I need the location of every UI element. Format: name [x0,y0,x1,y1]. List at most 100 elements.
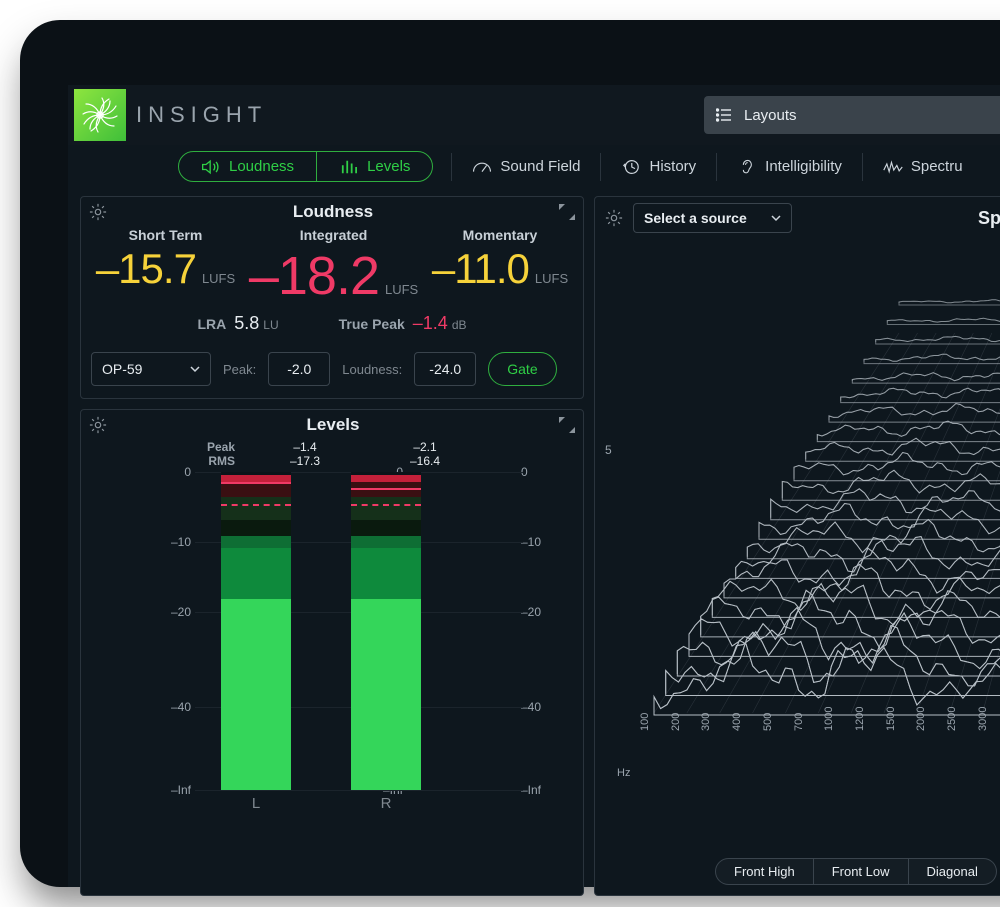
peak-input[interactable]: -2.0 [268,352,330,386]
view-diagonal[interactable]: Diagonal [909,858,997,885]
tab-history[interactable]: History [601,152,716,181]
peak-R: –2.1 [375,440,475,454]
unit: LUFS [535,271,568,286]
axis-tick: –20 [521,605,561,619]
meter-L [221,472,291,790]
preset-value: OP-59 [102,361,142,377]
short-term-label: Short Term [96,227,235,243]
layouts-dropdown[interactable]: Layouts [704,96,1000,134]
spectrogram-panel: Select a source Spectrogram 5 100 200 300 4… [594,196,1000,896]
axis-tick: –Inf [151,783,191,797]
y-marker: 5 [605,443,612,457]
truepeak-label: True Peak [339,316,405,332]
chevron-down-icon [190,366,200,373]
truepeak-value: –1.4 [413,313,448,333]
history-icon [621,159,641,175]
tab-label: Levels [367,158,410,175]
tab-label: Intelligibility [765,158,842,175]
tab-sound-field[interactable]: Sound Field [452,152,600,181]
preset-select[interactable]: OP-59 [91,352,211,386]
tab-label: Sound Field [500,158,580,175]
freq-tick: 3000 [977,707,989,731]
panel-title: Loudness [107,202,559,222]
gear-icon[interactable] [605,209,623,227]
app-window: INSIGHT Layouts Loudness Levels [68,85,1000,887]
panel-title: Spectrogram [978,208,1000,229]
freq-tick: 200 [670,713,682,731]
unit: LUFS [385,282,418,297]
tab-label: Loudness [229,158,294,175]
freq-tick: 2500 [946,707,958,731]
freq-tick: 2000 [915,707,927,731]
tab-intelligibility[interactable]: Intelligibility [717,152,862,181]
source-select[interactable]: Select a source [633,203,792,233]
tab-loudness[interactable]: Loudness [179,152,316,181]
brand-name: INSIGHT [136,102,267,128]
module-tabs: Loudness Levels Sound Field History In [68,145,1000,188]
tab-spectrum[interactable]: Spectru [863,152,983,181]
axis-tick: –20 [151,605,191,619]
expand-icon[interactable] [559,417,575,433]
gear-icon[interactable] [89,416,107,434]
loudness-input[interactable]: -24.0 [414,352,476,386]
tab-label: Spectru [911,158,963,175]
view-front-high[interactable]: Front High [715,858,814,885]
view-front-low[interactable]: Front Low [814,858,909,885]
ear-icon [737,159,757,175]
active-tab-group: Loudness Levels [178,151,433,182]
expand-icon[interactable] [559,204,575,220]
integrated-value: –18.2 [249,245,379,307]
meter-R [351,472,421,790]
wave-icon [883,159,903,175]
loudness-panel: Loudness Short Term –15.7LUFS Integrated… [80,196,584,399]
unit: LUFS [202,271,235,286]
source-placeholder: Select a source [644,210,747,226]
tab-label: History [649,158,696,175]
speaker-icon [201,159,221,175]
chevron-down-icon [771,215,781,222]
channel-R-label: R [351,795,421,812]
freq-tick: 300 [700,713,712,731]
momentary-value: –11.0 [432,245,529,293]
loudness-label: Loudness: [342,362,402,377]
list-icon [716,108,732,122]
short-term-value: –15.7 [96,245,196,293]
freq-tick: 1000 [823,707,835,731]
peak-label: Peak: [223,362,256,377]
axis-tick: –Inf [521,783,561,797]
app-header: INSIGHT Layouts [68,85,1000,145]
axis-tick: –10 [151,535,191,549]
unit: LU [263,318,278,332]
freq-tick: 400 [731,713,743,731]
brand-logo [74,89,126,141]
peak-L: –1.4 [255,440,355,454]
hz-label: Hz [617,767,630,779]
axis-tick: –40 [151,700,191,714]
freq-tick: 500 [762,713,774,731]
freq-tick: 1200 [854,707,866,731]
levels-panel: Levels Peak–1.4–2.1 RMS–17.3–16.4 0–10–2… [80,409,584,896]
lra-label: LRA [197,316,226,332]
swirl-icon [80,95,120,135]
gauge-icon [472,159,492,175]
tab-levels[interactable]: Levels [316,152,432,181]
peak-header: Peak [201,440,235,454]
axis-tick: 0 [521,465,561,479]
level-meters: 0–10–20–40–Inf 0–10–20–40–Inf 0–10–20–40… [151,472,563,812]
rms-L: –17.3 [255,454,355,468]
axis-tick: –10 [521,535,561,549]
axis-tick: –40 [521,700,561,714]
bars-icon [339,159,359,175]
gear-icon[interactable] [89,203,107,221]
rms-header: RMS [201,454,235,468]
gate-button[interactable]: Gate [488,352,556,386]
freq-tick: 100 [639,713,651,731]
unit: dB [452,318,467,332]
channel-L-label: L [221,795,291,812]
layouts-label: Layouts [744,107,797,124]
axis-tick: 0 [151,465,191,479]
freq-tick: 700 [793,713,805,731]
freq-tick: 1500 [885,707,897,731]
lra-value: 5.8 [234,313,259,333]
spectrogram-canvas: 5 100 200 300 400 500 700 1000 1200 1500 2000 2500… [599,243,1000,783]
